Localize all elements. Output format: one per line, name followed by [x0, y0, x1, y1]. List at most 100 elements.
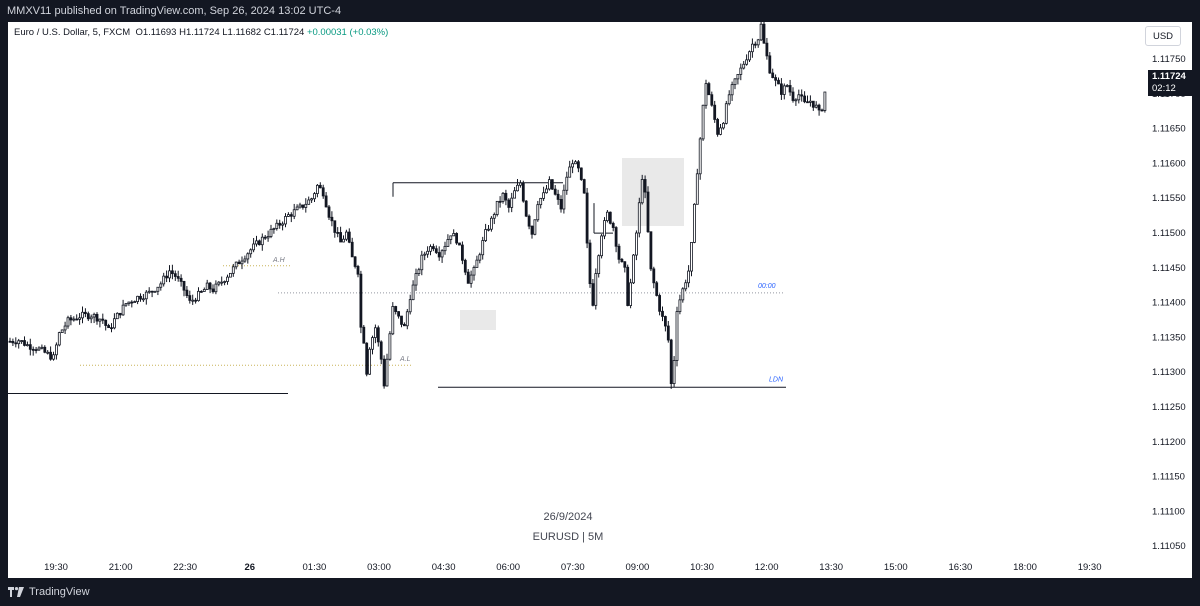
- candle-down: [661, 310, 664, 317]
- candle-up: [52, 354, 55, 360]
- y-tick-label: 1.11500: [1152, 228, 1186, 239]
- y-tick-label: 1.11450: [1152, 263, 1186, 274]
- candle-up: [562, 189, 566, 210]
- candle-down: [521, 182, 525, 202]
- candle-up: [124, 303, 128, 306]
- candle-down: [463, 259, 467, 273]
- candle-down: [107, 325, 110, 329]
- candle-up: [481, 240, 485, 256]
- watermark-date: 26/9/2024: [543, 511, 593, 523]
- candle-up: [92, 313, 96, 318]
- candle-up: [57, 332, 61, 346]
- candle-up: [313, 193, 316, 200]
- candle-down: [800, 94, 804, 97]
- candle-up: [255, 240, 258, 245]
- candle-down: [208, 282, 212, 290]
- candle-down: [614, 227, 618, 247]
- candle-up: [693, 203, 696, 243]
- candle-up: [385, 358, 389, 387]
- candle-up: [228, 272, 232, 278]
- candle-up: [536, 204, 540, 221]
- candle-down: [669, 339, 673, 385]
- candle-down: [318, 184, 322, 189]
- candle-up: [487, 228, 490, 231]
- midnight-open-label: 00:00: [758, 283, 776, 290]
- candle-down: [110, 327, 113, 330]
- x-tick-label: 07:30: [561, 562, 585, 573]
- candle-up: [756, 39, 760, 46]
- candle-up: [690, 241, 693, 272]
- candle-up: [545, 188, 548, 194]
- candle-up: [159, 283, 163, 288]
- legend-change: +0.00031 (+0.03%): [306, 27, 389, 38]
- candle-up: [205, 282, 209, 290]
- currency-button[interactable]: USD: [1145, 26, 1181, 46]
- candle-down: [194, 299, 198, 302]
- candle-up: [678, 299, 682, 313]
- candle-up: [548, 179, 551, 190]
- candle-up: [63, 325, 67, 331]
- symbol-name: Euro / U.S. Dollar, 5, FXCM: [14, 27, 131, 38]
- candle-up: [414, 273, 418, 286]
- chart-area[interactable]: Euro / U.S. Dollar, 5, FXCM O1.11693 H1.…: [8, 22, 1192, 578]
- candle-up: [46, 351, 50, 354]
- candle-down: [713, 104, 717, 120]
- tradingview-logo-icon: [8, 587, 24, 597]
- candle-up: [411, 284, 415, 301]
- footer-bar: TradingView: [0, 578, 1200, 606]
- candle-down: [327, 206, 331, 218]
- x-tick-label: 19:30: [44, 562, 68, 573]
- candle-down: [780, 83, 783, 95]
- candle-up: [672, 360, 676, 385]
- candle-down: [130, 301, 134, 304]
- candle-down: [762, 23, 766, 44]
- candle-up: [640, 179, 644, 204]
- fvg-box-lower: [460, 310, 496, 330]
- candle-up: [304, 203, 308, 208]
- candle-down: [237, 261, 241, 265]
- candle-down: [652, 268, 656, 284]
- candle-down: [611, 222, 615, 228]
- candle-down: [301, 204, 305, 208]
- candle-up: [307, 199, 311, 205]
- candle-down: [359, 273, 363, 328]
- candle-up: [426, 250, 430, 255]
- fvg-box-upper: [622, 158, 684, 226]
- candle-down: [356, 266, 360, 275]
- candle-up: [809, 100, 812, 103]
- candle-up: [252, 243, 256, 251]
- candle-up: [533, 219, 537, 235]
- candle-down: [791, 91, 795, 101]
- candle-up: [121, 304, 125, 316]
- candle-down: [49, 351, 52, 360]
- x-tick-label: 15:00: [884, 562, 908, 573]
- candle-up: [594, 273, 598, 306]
- candle-down: [591, 283, 595, 306]
- x-tick-label: 12:00: [755, 562, 779, 573]
- candle-down: [582, 179, 586, 194]
- x-tick-label: 19:30: [1078, 562, 1102, 573]
- candle-down: [803, 95, 806, 103]
- candle-up: [246, 253, 250, 260]
- candle-up: [730, 84, 734, 96]
- candle-up: [417, 269, 421, 275]
- candle-down: [550, 179, 554, 190]
- legend-open: O1.11693: [135, 27, 177, 38]
- candle-down: [556, 193, 560, 200]
- candle-down: [774, 77, 777, 81]
- candle-up: [168, 270, 171, 279]
- candle-up: [472, 267, 476, 276]
- candle-down: [585, 192, 589, 244]
- candle-up: [489, 217, 493, 230]
- candle-down: [330, 216, 334, 222]
- time-axis: 19:30 21:00 22:30 26 01:30 03:00 04:30 06:00 07:…: [44, 562, 1101, 573]
- candle-up: [484, 229, 488, 241]
- candle-up: [443, 245, 447, 252]
- legend-high: H1.11724: [179, 27, 220, 38]
- candle-up: [240, 260, 244, 265]
- candle-down: [811, 100, 815, 108]
- candle-up: [368, 348, 372, 375]
- candle-up: [632, 254, 635, 284]
- last-price: 1.11724: [1152, 71, 1186, 82]
